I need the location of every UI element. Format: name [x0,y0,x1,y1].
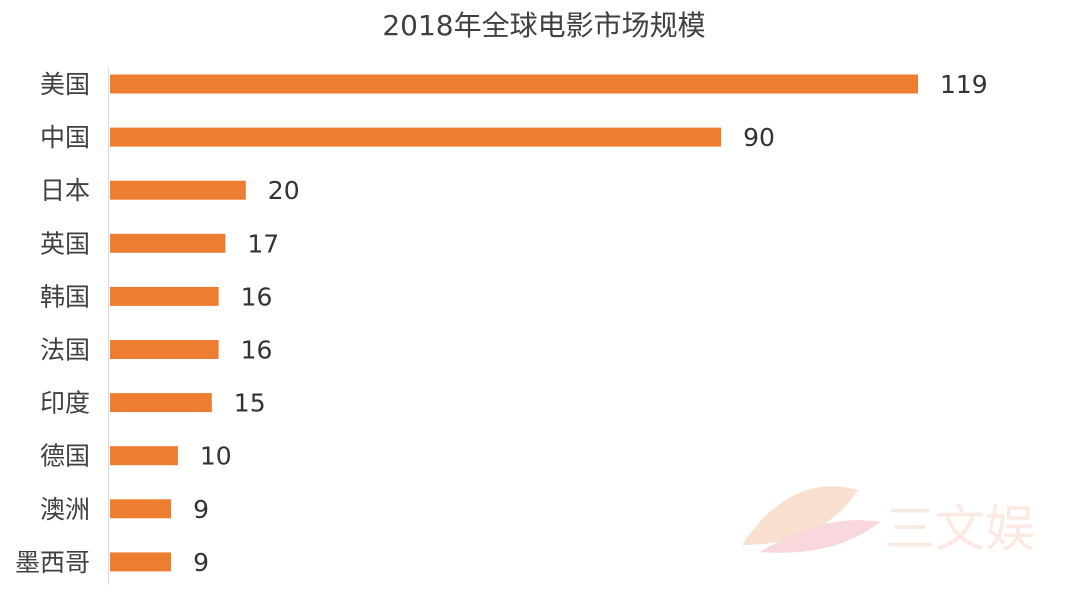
data-label: 10 [200,442,232,471]
data-label: 119 [940,70,988,99]
data-label: 9 [193,548,209,577]
chart-title: 2018年全球电影市场规模 [382,9,705,42]
category-label: 印度 [40,389,90,418]
data-label: 17 [247,229,279,258]
watermark-leaf-icon [742,486,858,545]
data-label: 15 [234,389,266,418]
category-label: 美国 [40,70,90,99]
data-label: 16 [241,336,273,365]
watermark-text: 三文娱 [885,500,1035,558]
bar-7 [110,446,178,466]
bar-3 [110,233,226,253]
category-label: 法国 [40,336,90,365]
bar-4 [110,286,219,306]
data-label: 9 [193,495,209,524]
bar-9 [110,552,172,572]
category-label: 中国 [40,123,90,152]
bar-2 [110,180,246,200]
category-label: 墨西哥 [15,548,90,577]
bar-6 [110,393,212,413]
category-label: 英国 [40,229,90,258]
category-label: 韩国 [40,282,90,311]
bar-0 [110,74,918,94]
category-label: 德国 [40,442,90,471]
bar-5 [110,340,219,359]
data-label: 20 [268,176,300,205]
bar-8 [110,499,172,519]
data-label: 16 [241,282,273,311]
category-label: 日本 [40,176,90,205]
category-label: 澳洲 [40,495,90,524]
bars-group [110,74,918,572]
bar-1 [110,127,722,147]
data-label: 90 [743,123,775,152]
watermark-swoosh-icon [760,520,880,553]
watermark-logo: 三文娱 [742,486,1035,558]
